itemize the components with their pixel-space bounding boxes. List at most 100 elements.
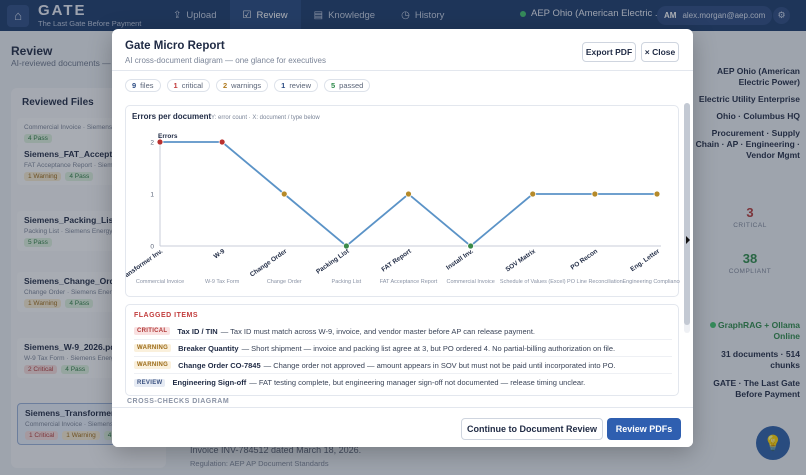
x-sub-label: Commercial Invoice — [446, 279, 494, 285]
flag-text: — Short shipment — invoice and packing l… — [241, 343, 616, 353]
doc-count: 31 documents · 514 chunks — [721, 349, 800, 370]
flag-row[interactable]: CRITICAL Tax ID / TIN — Tax ID must matc… — [134, 323, 672, 340]
flag-text: — Change order not approved — amount app… — [263, 360, 616, 370]
file-type: W-9 Tax Form · Siemens Energy — [24, 355, 119, 362]
org-selector[interactable]: AEP Ohio (American Electric ... — [520, 8, 663, 19]
pass-badge: 5 Pass — [24, 238, 52, 247]
files-panel-title: Reviewed Files — [22, 97, 94, 108]
x-sub-label: W-9 Tax Form — [205, 279, 240, 285]
x-sub-label: Commercial Invoice — [136, 279, 184, 285]
nav-label: History — [414, 10, 445, 21]
pill-warnings: 2 warnings — [215, 79, 269, 92]
page-subtitle: AI-reviewed documents — G... — [11, 58, 127, 68]
series-label: Errors — [158, 133, 178, 140]
x-sub-label: Engineering Compliance L... — [622, 279, 680, 285]
file-name: Siemens_FAT_Acceptance_0312.pdf — [24, 149, 171, 159]
lightbulb-icon[interactable]: 💡 — [756, 426, 790, 460]
x-sub-label: PO Line Reconciliation — [567, 279, 623, 285]
file-name: Siemens_Packing_List_7845.pdf — [24, 215, 156, 225]
brand-subtitle: The Last Gate Before Payment — [38, 19, 142, 29]
file-type: Change Order · Siemens Energy — [24, 289, 119, 296]
x-tick-label: Eng. Letter — [629, 248, 661, 273]
x-sub-label: Packing List — [332, 279, 362, 285]
flag-row[interactable]: WARNING Change Order CO-7845 — Change or… — [134, 357, 672, 374]
x-tick-label: Install Inv. — [445, 248, 475, 272]
tagline: GATE · The Last Gate Before Payment — [713, 378, 800, 399]
company-location: Ohio · Columbus HQ — [716, 111, 800, 121]
critical-badge: 2 Critical — [24, 365, 58, 374]
nav-upload[interactable]: ⇪ Upload — [160, 0, 230, 31]
avatar: AM — [664, 11, 677, 20]
flag-title: Breaker Quantity — [178, 343, 239, 353]
data-point — [156, 138, 164, 146]
critical-stat: 3 CRITICAL — [700, 205, 800, 229]
warning-badge: 1 Warning — [62, 431, 100, 440]
data-point — [591, 190, 599, 198]
summary-pills: 9 files 1 critical 2 warnings 1 review 5 pass… — [125, 79, 371, 92]
x-tick-label: PO Recon — [570, 248, 599, 272]
warning-badge: 1 Warning — [24, 299, 62, 308]
clock-icon: ◷ — [401, 10, 410, 21]
data-point — [405, 190, 412, 198]
compliant-stat: 38 COMPLIANT — [700, 251, 800, 275]
file-name: Siemens_W-9_2026.pdf — [24, 342, 119, 352]
flag-title: Engineering Sign-off — [172, 378, 247, 387]
pill-review: 1 review — [274, 79, 318, 92]
modal-body[interactable]: 9 files 1 critical 2 warnings 1 review 5 pass… — [112, 71, 684, 407]
data-point — [529, 190, 537, 198]
y-tick-label: 0 — [150, 244, 154, 251]
status-dot-icon — [520, 10, 526, 17]
x-sub-label: FAT Acceptance Report — [380, 279, 438, 285]
company-dept: Procurement · Supply Chain · AP · Engine… — [695, 128, 800, 160]
main-nav: ⇪ Upload ☑ Review ▤ Knowledge ◷ History — [160, 0, 457, 31]
flag-row[interactable]: WARNING Breaker Quantity — Short shipmen… — [134, 340, 672, 357]
mouse-cursor-icon — [686, 236, 690, 244]
x-tick-label: SOV Matrix — [504, 248, 537, 274]
x-tick-label: Change Order — [249, 248, 289, 279]
file-type: FAT Acceptance Report · Siemens Energy — [24, 162, 146, 169]
errors-line-chart: Errors per document Y: error count · X: … — [126, 112, 680, 285]
divider — [112, 70, 693, 71]
y-tick-label: 1 — [150, 192, 154, 199]
modal-footer: Continue to Document Review Review PDFs — [112, 407, 693, 447]
file-name: Siemens_Change_Order_7845.pdf — [24, 276, 162, 286]
settings-icon[interactable]: ⚙ — [773, 7, 790, 24]
user-menu[interactable]: AM alex.morgan@aep.com — [657, 6, 773, 25]
nav-label: Review — [256, 10, 288, 21]
flag-text: — Tax ID must match across W-9, invoice,… — [220, 326, 536, 336]
file-type: Packing List · Siemens Energy — [24, 228, 113, 235]
modal-subtitle: AI cross-document diagram — one glance f… — [125, 56, 326, 65]
brand-title: GATE — [38, 2, 87, 20]
review-badge: REVIEW — [134, 378, 166, 387]
x-tick-label: FAT Report — [380, 247, 413, 273]
scrollbar-thumb[interactable] — [684, 103, 690, 325]
pass-badge: 4 Pass — [61, 365, 90, 374]
review-icon: ☑ — [242, 10, 252, 21]
company-info: AEP Ohio (American Electric Power) Elect… — [695, 66, 800, 167]
flagged-items-card: FLAGGED ITEMS CRITICAL Tax ID / TIN — Ta… — [125, 304, 679, 396]
org-label: AEP Ohio (American Electric ... — [531, 8, 663, 19]
flag-row[interactable]: REVIEW Engineering Sign-off — FAT testin… — [134, 374, 672, 391]
nav-history[interactable]: ◷ History — [388, 0, 457, 31]
pass-badge: 4 Pass — [24, 134, 52, 143]
home-icon[interactable]: ⌂ — [7, 4, 29, 27]
nav-knowledge[interactable]: ▤ Knowledge — [301, 0, 388, 31]
chart-title: Errors per document — [132, 112, 211, 121]
data-point — [342, 242, 350, 250]
top-nav-bar: ⌂ GATE The Last Gate Before Payment ⇪ Upl… — [0, 0, 806, 31]
user-email: alex.morgan@aep.com — [682, 11, 766, 20]
nav-review[interactable]: ☑ Review — [229, 0, 301, 31]
engine-status: GraphRAG + Ollama Online — [695, 320, 800, 342]
data-point — [467, 242, 475, 250]
export-pdf-button[interactable]: Export PDF — [582, 42, 636, 62]
critical-count: 3 — [746, 205, 754, 220]
pill-critical: 1 critical — [166, 79, 210, 92]
continue-review-button[interactable]: Continue to Document Review — [461, 418, 603, 440]
nav-label: Knowledge — [328, 10, 376, 21]
close-button[interactable]: × Close — [641, 42, 679, 62]
company-name: AEP Ohio (American Electric Power) — [717, 66, 800, 87]
review-pdfs-button[interactable]: Review PDFs — [607, 418, 681, 440]
micro-report-modal: Gate Micro Report AI cross-document diag… — [112, 29, 693, 447]
x-tick-label: Transformer Inv. — [126, 248, 164, 283]
data-point — [218, 138, 226, 146]
